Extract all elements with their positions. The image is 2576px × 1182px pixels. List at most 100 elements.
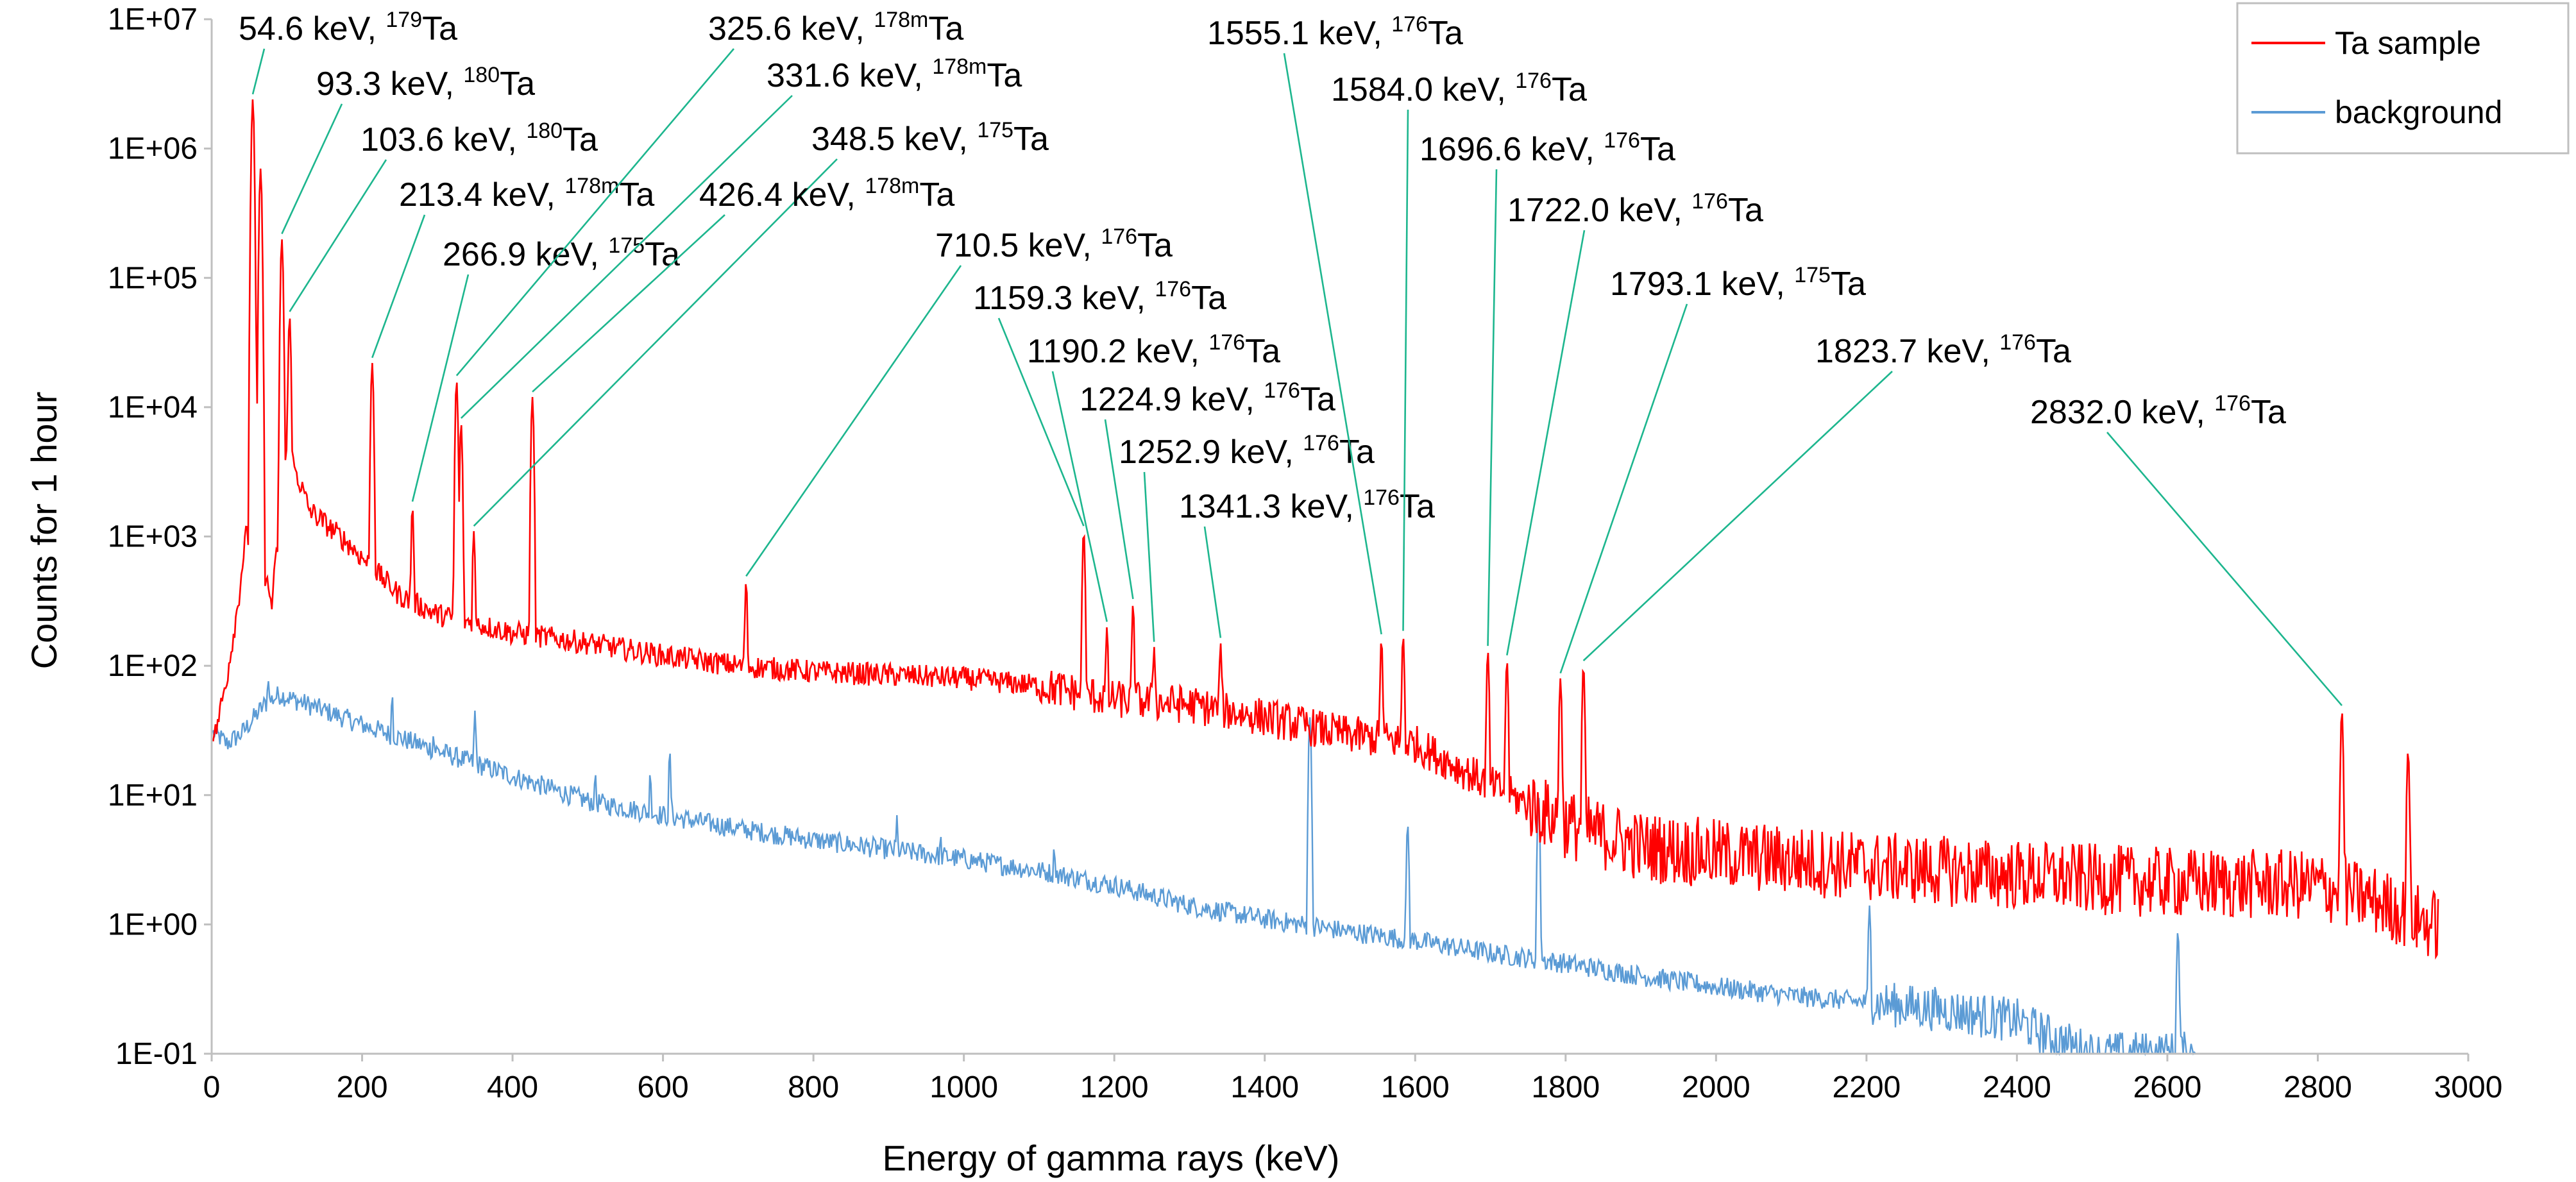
annotation-energy: 1696.6 keV, <box>1419 131 1604 168</box>
annotation-nuclide: Ta <box>500 65 535 103</box>
y-tick-label: 1E+03 <box>108 520 198 554</box>
x-tick-label: 2000 <box>1682 1070 1750 1104</box>
annotation-label: 1252.9 keV, 176Ta <box>1119 431 1375 471</box>
annotation-leader-line <box>1559 303 1688 674</box>
annotation-label: 710.5 keV, 176Ta <box>935 224 1173 264</box>
annotation-label: 1823.7 keV, 176Ta <box>1815 330 2071 370</box>
annotation-nuclide: Ta <box>1552 71 1587 108</box>
annotation-nuclide: Ta <box>1339 434 1375 471</box>
annotation-nuclide: Ta <box>1831 266 1866 303</box>
annotation-energy: 2832.0 keV, <box>2030 394 2214 431</box>
annotation-energy: 103.6 keV, <box>360 121 526 158</box>
annotation-leader-line <box>1487 169 1498 646</box>
series-layer <box>212 99 2439 1056</box>
annotation-leader-line <box>411 274 470 502</box>
annotation-energy: 266.9 keV, <box>443 236 608 273</box>
annotation-nuclide: Ta <box>1640 131 1675 168</box>
x-tick-label: 1600 <box>1381 1070 1450 1104</box>
annotation-nuclide: Ta <box>919 176 954 214</box>
annotation-label: 1190.2 keV, 176Ta <box>1027 330 1280 370</box>
x-tick-label: 2400 <box>1983 1070 2051 1104</box>
annotation-nuclide: Ta <box>1400 488 1435 525</box>
x-tick-label: 2600 <box>2133 1070 2202 1104</box>
annotation-label: 325.6 keV, 178mTa <box>708 8 963 47</box>
annotation-leader-line <box>1143 471 1155 642</box>
annotation-nuclide: Ta <box>1137 227 1173 264</box>
x-tick-label: 200 <box>336 1070 387 1104</box>
y-tick-label: 1E+06 <box>108 132 198 166</box>
annotation-energy: 426.4 keV, <box>699 176 865 214</box>
annotation-label: 1341.3 keV, 176Ta <box>1179 485 1435 525</box>
annotation-label: 213.4 keV, 178mTa <box>399 174 654 214</box>
annotation-energy: 1555.1 keV, <box>1207 15 1391 52</box>
series-line-ta-sample <box>212 99 2439 960</box>
annotation-label: 1722.0 keV, 176Ta <box>1507 189 1763 229</box>
x-tick-label: 1800 <box>1531 1070 1600 1104</box>
annotation-leader-line <box>1283 53 1382 635</box>
annotation-label: 1696.6 keV, 176Ta <box>1419 128 1675 168</box>
annotation-mass-number: 175 <box>977 118 1013 142</box>
annotation-mass-number: 176 <box>1303 431 1339 455</box>
annotation-energy: 348.5 keV, <box>811 121 977 158</box>
y-tick-label: 1E+07 <box>108 3 198 37</box>
x-tick-label: 1200 <box>1080 1070 1149 1104</box>
annotation-nuclide: Ta <box>2251 394 2286 431</box>
x-axis-title: Energy of gamma rays (keV) <box>883 1138 1340 1178</box>
annotation-mass-number: 176 <box>1391 12 1428 37</box>
annotation-nuclide: Ta <box>645 236 680 273</box>
annotation-mass-number: 176 <box>1515 69 1552 93</box>
annotation-mass-number: 176 <box>1101 224 1137 249</box>
annotation-label: 103.6 keV, 180Ta <box>360 119 598 158</box>
annotation-leader-line <box>2106 432 2343 706</box>
annotation-leader-line <box>371 214 426 359</box>
annotation-label: 54.6 keV, 179Ta <box>239 8 457 47</box>
legend: Ta sample background <box>2236 2 2570 155</box>
series-line-background <box>212 681 2197 1056</box>
annotation-nuclide: Ta <box>2036 333 2071 370</box>
annotation-nuclide: Ta <box>422 10 457 47</box>
x-tick-label: 0 <box>203 1070 221 1104</box>
annotation-energy: 1224.9 keV, <box>1080 381 1264 418</box>
annotation-energy: 1252.9 keV, <box>1119 434 1303 471</box>
axes: 1E-01 1E+00 1E+01 1E+02 1E+03 1E+04 1E+05 1E+06… <box>108 3 2503 1104</box>
annotation-mass-number: 178m <box>932 55 987 79</box>
annotation-energy: 93.3 keV, <box>316 65 463 103</box>
annotation-label: 93.3 keV, 180Ta <box>316 63 535 103</box>
annotation-label: 1793.1 keV, 175Ta <box>1610 263 1866 303</box>
annotation-nuclide: Ta <box>1728 192 1763 229</box>
x-tick-label: 800 <box>788 1070 839 1104</box>
annotation-mass-number: 176 <box>1691 189 1728 214</box>
annotation-mass-number: 176 <box>2214 391 2251 416</box>
annotation-nuclide: Ta <box>987 57 1022 94</box>
annotation-mass-number: 176 <box>1264 378 1300 403</box>
annotation-label: 2832.0 keV, 176Ta <box>2030 391 2286 431</box>
annotation-energy: 1341.3 keV, <box>1179 488 1363 525</box>
annotation-leader-line <box>997 317 1085 527</box>
annotation-mass-number: 176 <box>1155 277 1191 301</box>
annotation-nuclide: Ta <box>619 176 654 214</box>
annotation-energy: 1722.0 keV, <box>1507 192 1691 229</box>
annotation-mass-number: 176 <box>1999 330 2036 355</box>
annotation-leader-line <box>1051 371 1108 622</box>
annotation-mass-number: 178m <box>865 174 919 198</box>
annotation-mass-number: 176 <box>1363 485 1400 510</box>
x-tick-label: 2800 <box>2284 1070 2352 1104</box>
annotation-leader-line <box>251 48 266 95</box>
x-tick-label: 600 <box>638 1070 689 1104</box>
annotation-leader-line <box>1506 230 1586 656</box>
annotation-nuclide: Ta <box>1013 121 1049 158</box>
x-tick-label: 2200 <box>1832 1070 1901 1104</box>
annotation-mass-number: 178m <box>874 8 928 32</box>
annotation-energy: 1584.0 keV, <box>1331 71 1515 108</box>
x-tick-label: 1000 <box>929 1070 998 1104</box>
annotation-label: 1555.1 keV, 176Ta <box>1207 12 1463 52</box>
x-tick-label: 1400 <box>1230 1070 1299 1104</box>
annotation-label: 1224.9 keV, 176Ta <box>1080 378 1335 418</box>
annotation-label: 348.5 keV, 175Ta <box>811 118 1049 158</box>
annotation-mass-number: 180 <box>463 63 500 87</box>
y-tick-label: 1E-01 <box>115 1037 198 1071</box>
y-tick-label: 1E+04 <box>108 391 198 425</box>
x-tick-label: 400 <box>487 1070 538 1104</box>
legend-label-ta-sample: Ta sample <box>2335 25 2481 61</box>
